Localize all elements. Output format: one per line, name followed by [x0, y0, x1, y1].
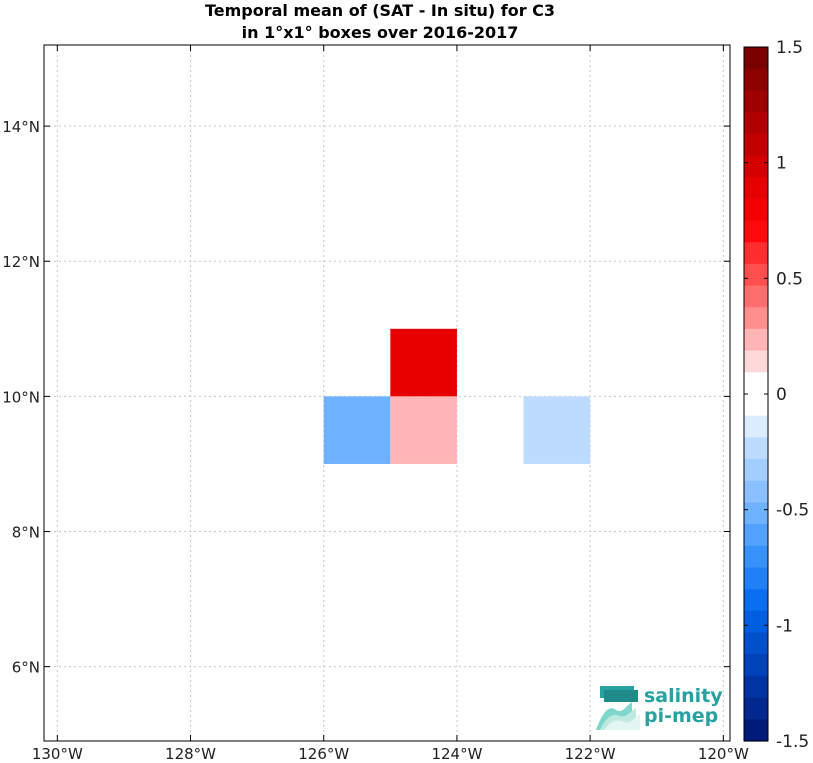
- data-cell: [323, 396, 391, 464]
- y-tick-label: 10°N: [2, 388, 40, 406]
- chart-title: Temporal mean of (SAT - In situ) for C3 …: [0, 0, 760, 44]
- y-tick-label: 12°N: [2, 253, 40, 271]
- colorbar-segment: [744, 524, 768, 547]
- colorbar-segment: [744, 68, 768, 91]
- x-tick-label: 120°W: [698, 745, 749, 763]
- axis-ticks: 130°W 128°W 126°W 124°W 122°W 120°W 6°N 8°N 10°N…: [2, 45, 749, 763]
- colorbar-segment: [744, 155, 768, 178]
- colorbar-segment: [744, 350, 768, 373]
- colorbar: 1.5 1 0.5 0 -0.5 -1 -1.5: [743, 38, 809, 752]
- data-cells: [323, 328, 591, 464]
- title-line-2: in 1°x1° boxes over 2016-2017: [241, 23, 519, 42]
- colorbar-segment: [744, 285, 768, 308]
- colorbar-segment: [744, 675, 768, 699]
- colorbar-segment: [744, 502, 768, 525]
- logo-text-pimep: pi-mep: [644, 705, 719, 727]
- colorbar-segment: [744, 198, 768, 222]
- colorbar-segment: [744, 415, 768, 438]
- salinity-pi-mep-logo: salinity pi-mep: [596, 684, 726, 732]
- colorbar-segment: [744, 545, 768, 569]
- colorbar-segment: [744, 112, 768, 135]
- colorbar-segment: [744, 437, 768, 460]
- colorbar-segment: [744, 242, 768, 265]
- colorbar-segment: [744, 328, 768, 352]
- colorbar-segment: [744, 610, 768, 634]
- y-tick-label: 6°N: [12, 659, 40, 677]
- colorbar-tick-label: -1.5: [776, 732, 809, 752]
- colorbar-tick-label: 0: [776, 385, 787, 405]
- plot-background: [44, 45, 730, 741]
- grid-lines: [44, 45, 730, 741]
- colorbar-segment: [744, 263, 768, 287]
- logo-waves-icon: [596, 686, 640, 730]
- y-tick-label: 14°N: [2, 118, 40, 136]
- colorbar-tick-label: -1: [776, 616, 793, 636]
- x-tick-label: 126°W: [298, 745, 349, 763]
- x-tick-label: 128°W: [165, 745, 216, 763]
- colorbar-segment: [744, 90, 768, 113]
- colorbar-tick-label: 1.5: [776, 38, 803, 58]
- plot-frame: [43, 44, 731, 742]
- colorbar-tick-label: -0.5: [776, 501, 809, 521]
- y-tick-label: 8°N: [12, 524, 40, 542]
- colorbar-segment: [744, 567, 768, 590]
- colorbar-segment: [744, 177, 768, 200]
- x-tick-label: 124°W: [431, 745, 482, 763]
- colorbar-segment: [744, 307, 768, 330]
- colorbar-segment: [744, 459, 768, 482]
- logo-text-salinity: salinity: [644, 685, 723, 707]
- colorbar-segment: [744, 220, 768, 243]
- x-tick-label: 122°W: [565, 745, 616, 763]
- data-cell: [390, 328, 457, 397]
- colorbar-tick-label: 0.5: [776, 269, 803, 289]
- colorbar-segment: [744, 480, 768, 504]
- colorbar-segment: [744, 697, 768, 720]
- colorbar-segment: [744, 47, 768, 70]
- colorbar-segment: [744, 372, 768, 395]
- x-tick-label: 130°W: [32, 745, 83, 763]
- colorbar-segment: [744, 654, 768, 677]
- colorbar-tick-label: 1: [776, 154, 787, 174]
- colorbar-segment: [744, 589, 768, 612]
- colorbar-segment: [744, 394, 768, 417]
- colorbar-segment: [744, 632, 768, 655]
- data-cell: [523, 396, 591, 464]
- colorbar-segment: [744, 719, 768, 742]
- colorbar-segment: [744, 133, 768, 157]
- title-line-1: Temporal mean of (SAT - In situ) for C3: [204, 1, 556, 20]
- data-cell: [390, 396, 457, 464]
